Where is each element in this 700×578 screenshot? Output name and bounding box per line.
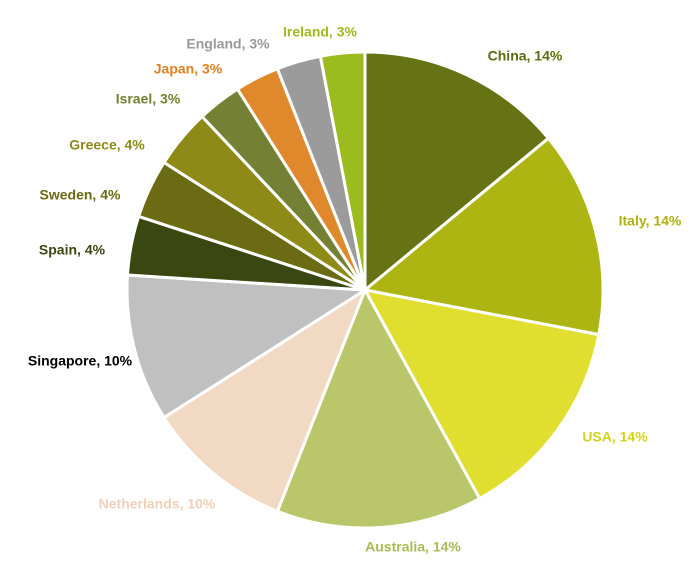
slice-label: Greece, 4% — [69, 137, 145, 153]
slice-label: Spain, 4% — [39, 242, 106, 258]
pie-slice — [362, 287, 601, 501]
slice-label: Italy, 14% — [619, 213, 682, 229]
pie-slice — [361, 136, 605, 337]
pie-slice — [125, 273, 370, 420]
slice-label: USA, 14% — [582, 429, 648, 445]
slice-label: China, 14% — [488, 48, 563, 64]
pie-slice — [318, 50, 367, 291]
pie-slice — [275, 286, 482, 530]
pie-slice — [363, 50, 551, 294]
slice-label: Sweden, 4% — [40, 187, 121, 203]
slice-label: Israel, 3% — [116, 91, 181, 107]
slice-label: England, 3% — [186, 36, 270, 52]
slice-label: Singapore, 10% — [28, 353, 133, 369]
slice-label: Ireland, 3% — [283, 24, 357, 40]
pie-slice — [161, 286, 369, 514]
slice-label: Netherlands, 10% — [99, 496, 216, 512]
slice-label: Japan, 3% — [154, 61, 223, 77]
slice-label: Australia, 14% — [365, 539, 461, 555]
